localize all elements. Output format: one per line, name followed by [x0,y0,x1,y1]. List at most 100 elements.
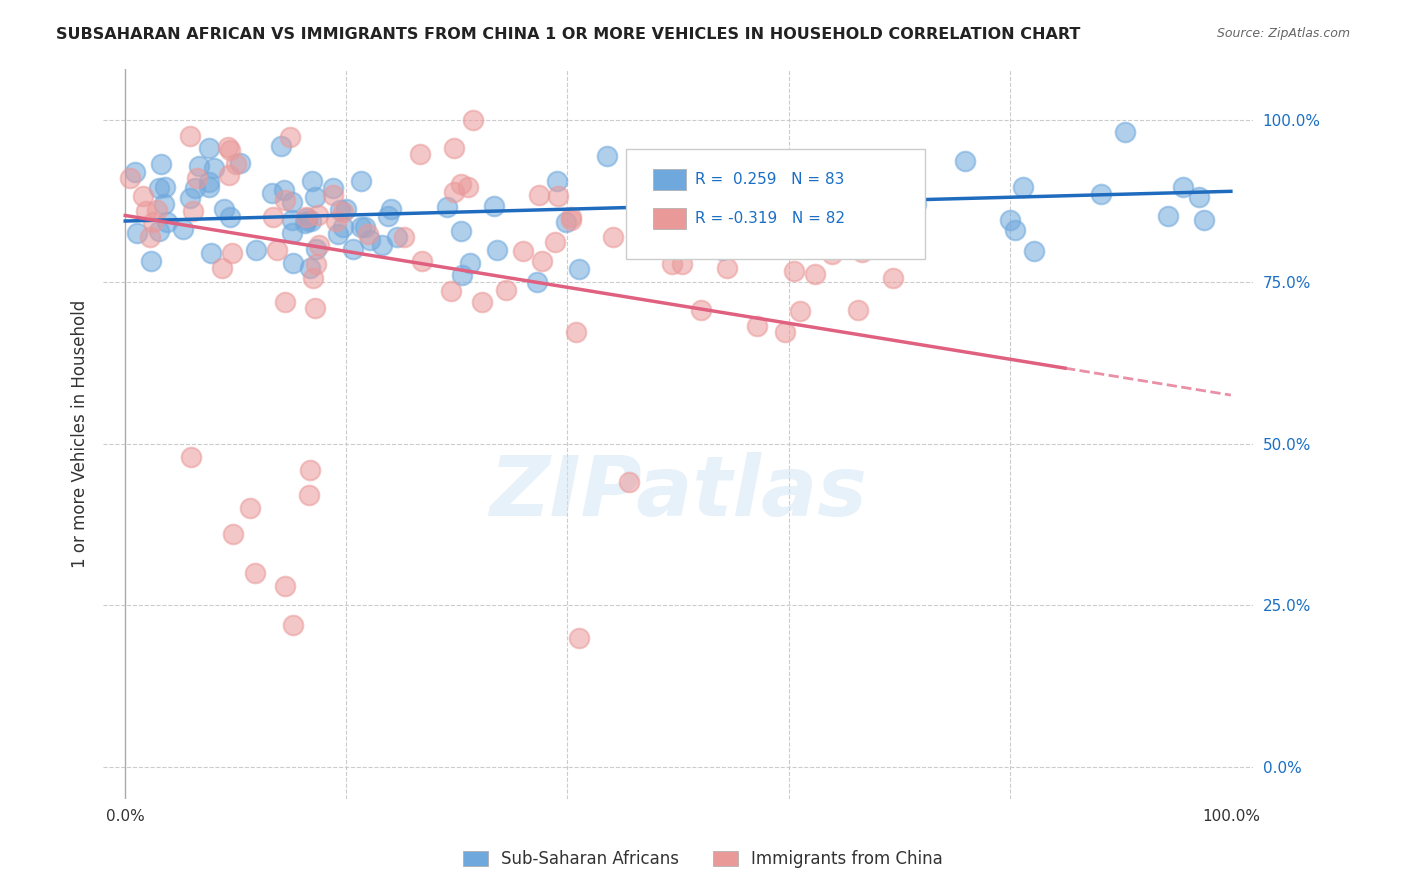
Point [270,139,292,153]
Point [156,214,179,228]
Point [814,204,837,219]
Point [149,157,172,171]
Point [295,214,318,228]
Text: 100.0%: 100.0% [1202,809,1260,824]
Point [328,203,350,218]
Point [180,450,202,464]
Point [531,254,554,268]
Point [307,208,329,222]
Point [887,225,910,239]
Point [688,237,710,252]
Point [273,183,295,197]
Point [596,149,619,163]
Point [568,631,591,645]
Point [332,204,354,219]
Point [461,113,484,128]
Point [342,242,364,256]
Point [1000,213,1022,227]
Point [661,257,683,271]
Point [640,198,662,212]
Point [239,501,262,516]
Point [172,222,194,236]
Legend: Sub-Saharan Africans, Immigrants from China: Sub-Saharan Africans, Immigrants from Ch… [457,844,949,875]
Point [627,186,650,200]
Point [1004,223,1026,237]
Point [281,617,304,632]
Point [1157,209,1180,223]
Point [132,189,155,203]
Point [512,244,534,259]
Point [486,243,509,257]
Point [302,270,325,285]
Point [380,202,402,216]
Point [197,179,219,194]
Point [299,214,322,228]
Point [897,179,920,194]
Point [457,180,479,194]
Point [882,270,904,285]
Y-axis label: 1 or more Vehicles in Household: 1 or more Vehicles in Household [72,300,89,568]
Point [773,325,796,339]
Point [690,302,713,317]
Point [1011,180,1033,194]
Point [560,212,582,227]
Point [298,261,321,276]
Point [211,261,233,276]
Point [377,209,399,223]
Point [565,325,588,339]
Point [274,295,297,310]
Point [804,268,827,282]
Point [218,211,240,225]
Point [198,175,221,189]
Text: Source: ZipAtlas.com: Source: ZipAtlas.com [1216,27,1350,40]
Point [118,171,141,186]
Text: SUBSAHARAN AFRICAN VS IMMIGRANTS FROM CHINA 1 OR MORE VEHICLES IN HOUSEHOLD CORR: SUBSAHARAN AFRICAN VS IMMIGRANTS FROM CH… [56,27,1081,42]
Point [139,253,162,268]
Point [148,224,170,238]
Point [179,128,201,143]
Point [225,157,247,171]
Point [325,213,347,227]
Point [716,261,738,276]
Point [560,210,582,224]
Point [745,318,768,333]
Point [354,220,377,235]
Point [1173,180,1195,194]
Point [617,475,640,490]
Point [666,217,689,231]
Point [789,304,811,318]
Point [212,202,235,216]
Point [821,246,844,260]
Point [184,181,207,195]
Point [544,235,567,250]
Point [155,180,177,194]
Point [281,194,304,209]
Point [148,181,170,195]
Point [773,223,796,237]
Point [655,232,678,246]
Point [529,187,551,202]
Point [371,238,394,252]
Point [662,199,685,213]
Point [737,191,759,205]
Point [221,527,243,541]
Point [905,197,928,211]
Point [294,210,316,224]
Point [1090,187,1112,202]
Point [322,187,344,202]
Point [218,168,240,182]
Point [322,181,344,195]
Point [602,229,624,244]
Point [125,226,148,240]
Text: R =  0.259   N = 83: R = 0.259 N = 83 [696,172,845,187]
Point [200,246,222,260]
FancyBboxPatch shape [626,149,925,259]
Point [221,246,243,260]
Point [298,488,321,502]
Point [135,204,157,219]
Point [567,262,589,277]
Point [245,244,267,258]
Point [827,165,849,179]
Point [278,130,301,145]
Point [179,191,201,205]
